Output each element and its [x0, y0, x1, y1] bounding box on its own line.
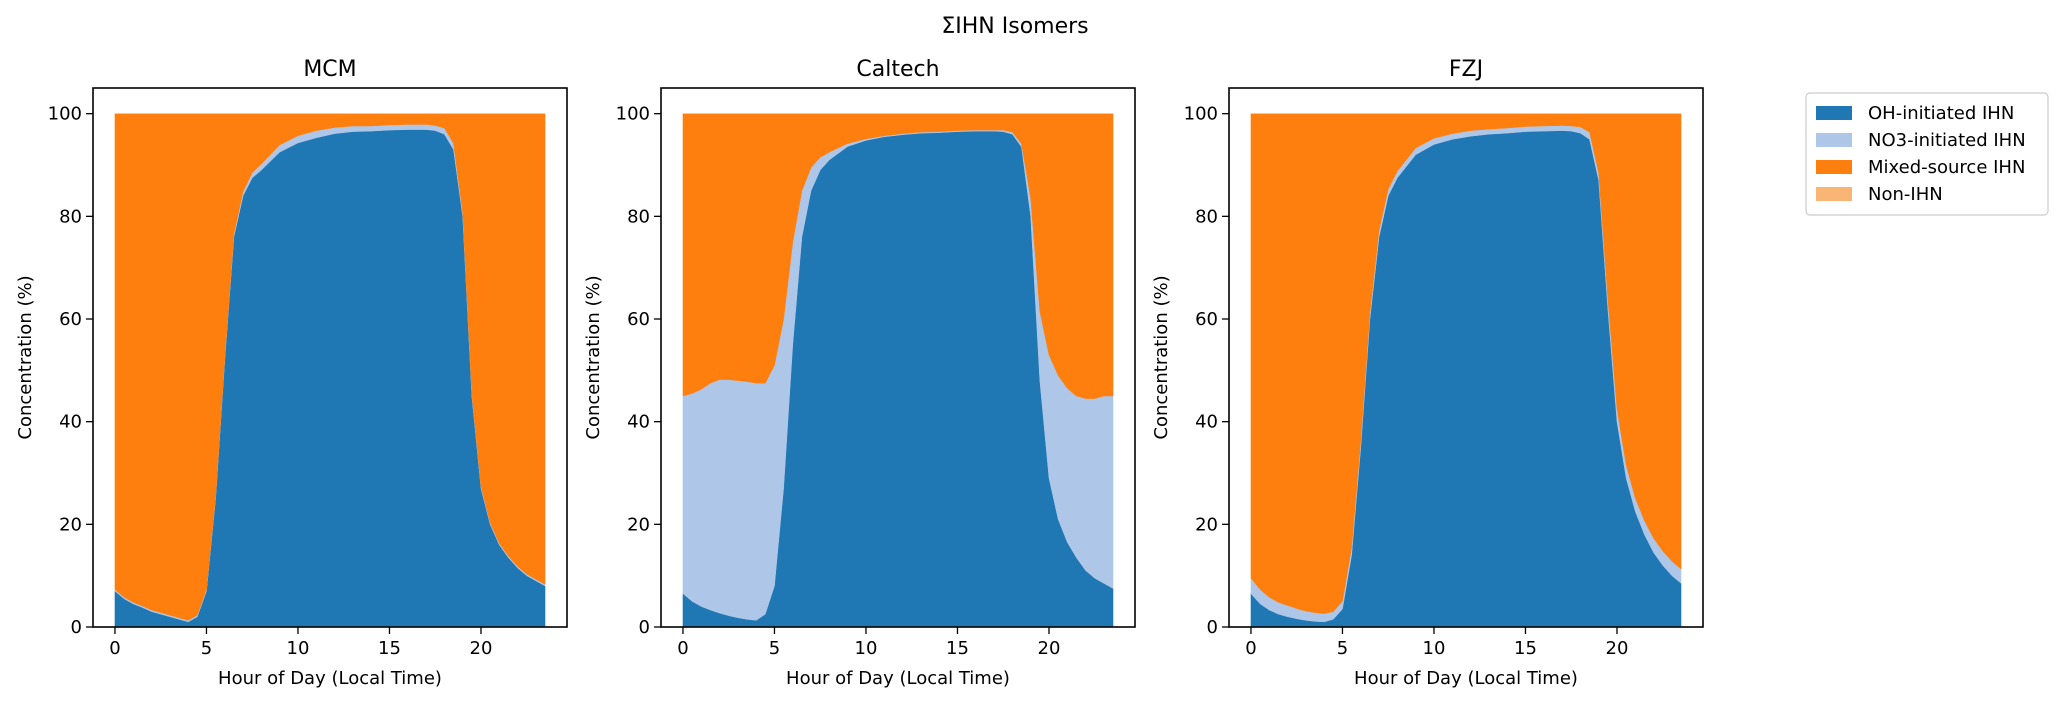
y-tick-label: 40: [1195, 412, 1218, 433]
legend-label-non-ihn: Non-IHN: [1868, 184, 1943, 205]
x-axis-label: Hour of Day (Local Time): [786, 668, 1010, 689]
x-tick-label: 0: [1245, 638, 1256, 659]
legend-label-mixed-source-ihn: Mixed-source IHN: [1868, 157, 2025, 178]
y-tick-label: 60: [59, 309, 82, 330]
x-tick-label: 5: [769, 638, 780, 659]
y-tick-label: 0: [1207, 617, 1218, 638]
y-axis-label: Concentration (%): [1151, 275, 1172, 439]
y-tick-label: 60: [1195, 309, 1218, 330]
y-tick-label: 80: [59, 206, 82, 227]
x-tick-label: 15: [378, 638, 401, 659]
y-tick-label: 60: [627, 309, 650, 330]
axes-frame: [92, 87, 568, 628]
legend-swatch-no3-initiated-ihn: [1816, 133, 1852, 147]
x-tick-label: 15: [946, 638, 969, 659]
panel-title: Caltech: [856, 57, 939, 82]
chart-panel-fzj: 0 5 10 15 20 0 20 40 60 80 100 FZJ Hour of Day (Loca…: [1151, 57, 1704, 689]
y-axis-label: Concentration (%): [15, 275, 36, 439]
x-tick-label: 20: [1038, 638, 1061, 659]
x-tick-label: 10: [287, 638, 310, 659]
y-tick-label: 0: [639, 617, 650, 638]
y-tick-label: 40: [59, 412, 82, 433]
x-tick-label: 5: [201, 638, 212, 659]
x-axis-label: Hour of Day (Local Time): [1354, 668, 1578, 689]
y-tick-label: 80: [627, 206, 650, 227]
legend: OH-initiated IHN NO3-initiated IHN Mixed-s…: [1805, 92, 2049, 216]
panel-title: FZJ: [1449, 57, 1483, 82]
axes-frame: [660, 87, 1136, 628]
y-tick-label: 100: [1184, 104, 1218, 125]
x-tick-label: 20: [470, 638, 493, 659]
legend-label-no3-initiated-ihn: NO3-initiated IHN: [1868, 130, 2026, 151]
x-tick-label: 20: [1606, 638, 1629, 659]
y-tick-label: 0: [71, 617, 82, 638]
x-tick-label: 0: [109, 638, 120, 659]
y-tick-label: 100: [616, 104, 650, 125]
y-axis-label: Concentration (%): [583, 275, 604, 439]
axes-frame: [1228, 87, 1704, 628]
y-tick-label: 100: [48, 104, 82, 125]
legend-swatch-mixed-source-ihn: [1816, 160, 1852, 174]
figure-suptitle: ΣIHN Isomers: [941, 14, 1088, 39]
chart-panel-mcm: 0 5 10 15 20 0 20 40 60 80 100 MCM Hour of Day (Loca…: [15, 57, 568, 689]
x-tick-label: 10: [855, 638, 878, 659]
chart-panel-caltech: 0 5 10 15 20 0 20 40 60 80 100 Caltech Hour of Day (…: [583, 57, 1136, 689]
x-tick-label: 0: [677, 638, 688, 659]
x-tick-label: 5: [1337, 638, 1348, 659]
legend-swatch-non-ihn: [1816, 187, 1852, 201]
y-tick-label: 20: [627, 514, 650, 535]
legend-swatch-oh-initiated-ihn: [1816, 106, 1852, 120]
legend-frame: [1805, 92, 2049, 216]
legend-label-oh-initiated-ihn: OH-initiated IHN: [1868, 103, 2014, 124]
y-tick-label: 20: [1195, 514, 1218, 535]
y-tick-label: 40: [627, 412, 650, 433]
x-tick-label: 15: [1514, 638, 1537, 659]
panel-title: MCM: [303, 57, 356, 82]
x-tick-label: 10: [1423, 638, 1446, 659]
y-tick-label: 20: [59, 514, 82, 535]
y-tick-label: 80: [1195, 206, 1218, 227]
x-axis-label: Hour of Day (Local Time): [218, 668, 442, 689]
